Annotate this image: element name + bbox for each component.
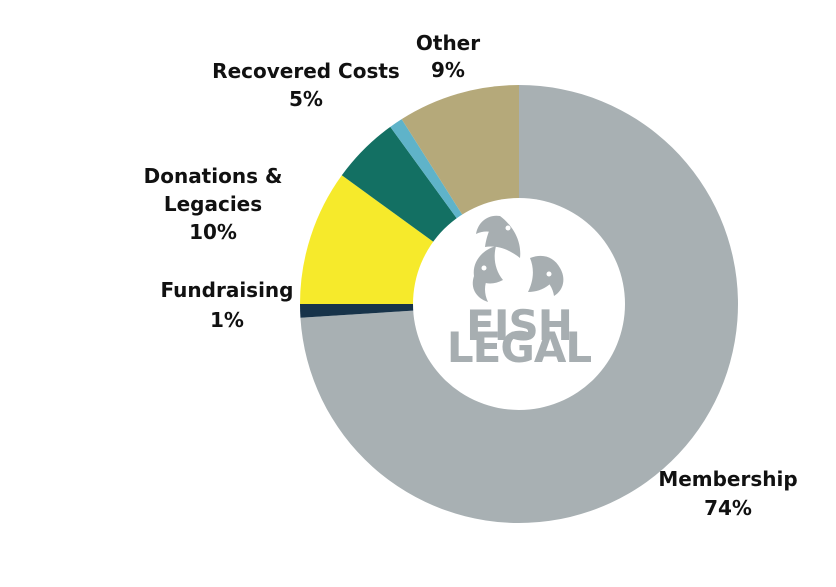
label-recovered-name: Recovered Costs: [212, 59, 400, 83]
three-fish-logo-icon: [472, 215, 564, 302]
label-donations-value: 10%: [189, 220, 237, 244]
label-fundraising-value: 1%: [210, 308, 244, 332]
label-recovered-value: 5%: [289, 87, 323, 111]
label-donations-name-2: Legacies: [164, 192, 262, 216]
label-fundraising-name: Fundraising: [161, 278, 294, 302]
label-other-value: 9%: [431, 58, 465, 82]
donut-hole: [413, 198, 625, 410]
logo-text-line1: FISH: [466, 301, 572, 350]
label-donations-name-1: Donations &: [144, 164, 283, 188]
logo-text-line2: LEGAL: [447, 323, 591, 372]
slice-labels: Membership 74% Fundraising 1% Donations …: [144, 31, 798, 520]
label-membership-value: 74%: [704, 496, 752, 520]
fish-legal-logo: FISH LEGAL: [447, 215, 592, 372]
label-other-name: Other: [416, 31, 480, 55]
label-membership-name: Membership: [658, 467, 797, 491]
